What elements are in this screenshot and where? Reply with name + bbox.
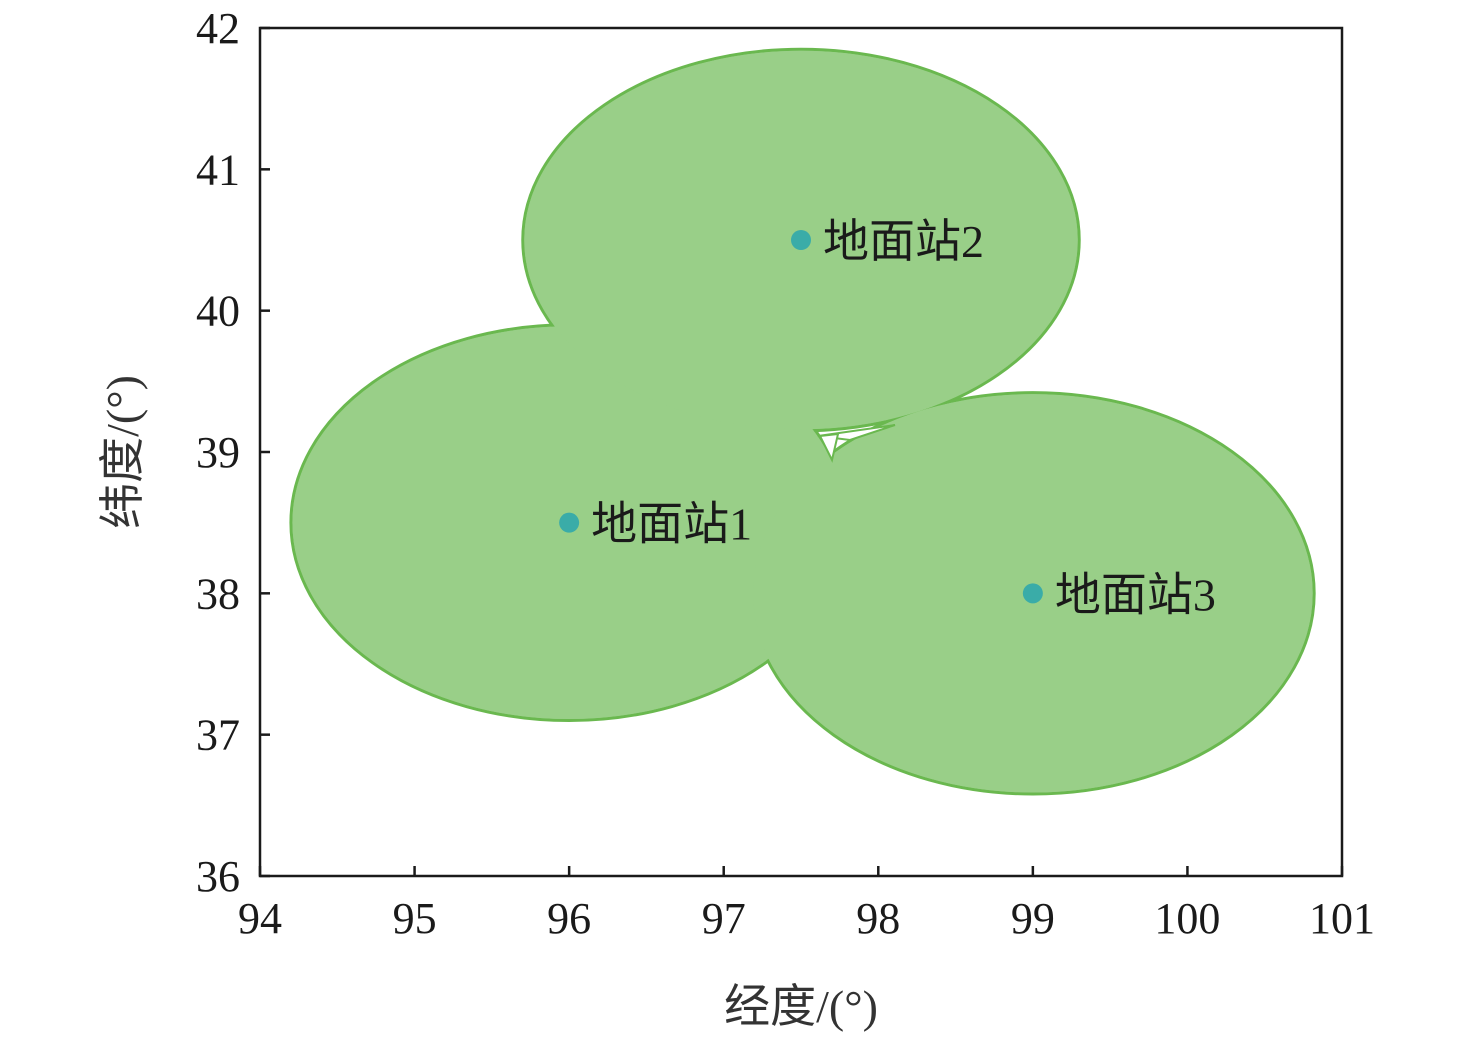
station-point-3 xyxy=(1022,583,1043,604)
y-tick-label: 41 xyxy=(196,145,240,194)
station-label-3: 地面站3 xyxy=(1055,569,1216,620)
coverage-gap xyxy=(818,432,840,463)
station-label-2: 地面站2 xyxy=(823,216,984,267)
y-tick-label: 38 xyxy=(196,569,240,618)
y-tick-label: 36 xyxy=(196,852,240,901)
station-label-1: 地面站1 xyxy=(591,499,752,550)
x-tick-label: 97 xyxy=(702,894,746,943)
x-tick-label: 100 xyxy=(1154,894,1220,943)
x-tick-label: 98 xyxy=(856,894,900,943)
x-tick-label: 94 xyxy=(238,894,282,943)
station-point-2 xyxy=(791,230,811,250)
x-axis-title: 经度/(°) xyxy=(724,981,878,1032)
y-axis-title: 纬度/(°) xyxy=(97,375,148,529)
y-tick-label: 37 xyxy=(196,711,240,760)
y-tick-label: 39 xyxy=(196,428,240,477)
y-tick-label: 40 xyxy=(196,287,240,336)
station-point-1 xyxy=(559,512,580,533)
x-tick-label: 101 xyxy=(1309,894,1375,943)
x-tick-label: 99 xyxy=(1011,894,1055,943)
y-tick-label: 42 xyxy=(196,4,240,53)
x-tick-label: 96 xyxy=(547,894,591,943)
x-tick-label: 95 xyxy=(393,894,437,943)
